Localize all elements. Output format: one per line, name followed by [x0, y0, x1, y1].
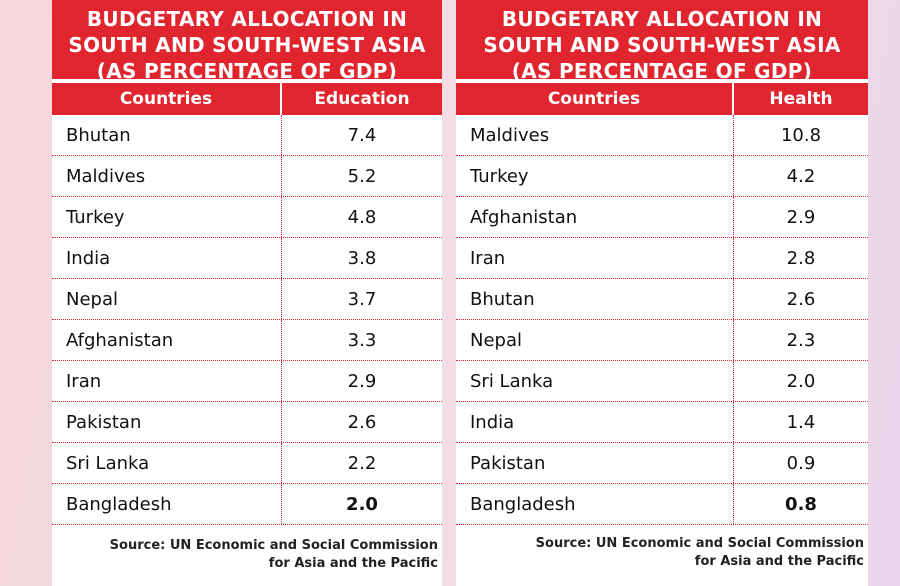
- table-row: Sri Lanka 2.2: [52, 443, 442, 484]
- column-header-education: Education: [282, 83, 442, 115]
- table-row: Iran 2.8: [456, 238, 868, 279]
- table-row-highlighted: Bangladesh 0.8: [456, 484, 868, 525]
- value-cell: 2.8: [786, 247, 816, 269]
- value-cell-bold: 2.0: [346, 493, 378, 515]
- value-cell: 3.7: [347, 288, 377, 310]
- country-cell: Iran: [456, 238, 734, 278]
- country-cell: Nepal: [52, 279, 282, 319]
- value-cell: 2.6: [786, 288, 816, 310]
- country-cell: India: [52, 238, 282, 278]
- education-table-panel: BUDGETARY ALLOCATION IN SOUTH AND SOUTH-…: [52, 0, 442, 586]
- table-row: India 3.8: [52, 238, 442, 279]
- table-row: Pakistan 2.6: [52, 402, 442, 443]
- table-row-highlighted: Bangladesh 2.0: [52, 484, 442, 525]
- value-cell-bold: 0.8: [785, 493, 817, 515]
- table-row: India 1.4: [456, 402, 868, 443]
- value-cell: 2.0: [786, 370, 816, 392]
- table-row: Maldives 5.2: [52, 156, 442, 197]
- country-cell: Bhutan: [52, 115, 282, 155]
- country-cell: Afghanistan: [52, 320, 282, 360]
- country-cell: Pakistan: [52, 402, 282, 442]
- table-header-row: Countries Health: [456, 83, 868, 115]
- country-cell: India: [456, 402, 734, 442]
- value-cell: 1.4: [786, 411, 816, 433]
- country-cell: Nepal: [456, 320, 734, 360]
- table-row: Afghanistan 3.3: [52, 320, 442, 361]
- country-cell: Sri Lanka: [52, 443, 282, 483]
- value-cell: 5.2: [347, 165, 377, 187]
- column-header-countries: Countries: [456, 83, 734, 115]
- table-row: Nepal 3.7: [52, 279, 442, 320]
- education-table: Countries Education Bhutan 7.4 Maldives …: [52, 83, 442, 525]
- table-title: BUDGETARY ALLOCATION IN SOUTH AND SOUTH-…: [52, 0, 442, 83]
- country-cell: Pakistan: [456, 443, 734, 483]
- value-cell: 2.2: [347, 452, 377, 474]
- table-row: Maldives 10.8: [456, 115, 868, 156]
- value-cell: 4.8: [347, 206, 377, 228]
- table-row: Iran 2.9: [52, 361, 442, 402]
- table-row: Bhutan 7.4: [52, 115, 442, 156]
- table-row: Sri Lanka 2.0: [456, 361, 868, 402]
- value-cell: 2.9: [347, 370, 377, 392]
- column-header-health: Health: [734, 83, 868, 115]
- value-cell: 7.4: [347, 124, 377, 146]
- country-cell: Bangladesh: [456, 484, 734, 524]
- source-note: Source: UN Economic and Social Commissio…: [109, 538, 438, 571]
- health-table: Countries Health Maldives 10.8 Turkey 4.…: [456, 83, 868, 525]
- country-cell: Maldives: [52, 156, 282, 196]
- country-cell: Bhutan: [456, 279, 734, 319]
- country-cell: Maldives: [456, 115, 734, 155]
- value-cell: 0.9: [786, 452, 816, 474]
- value-cell: 3.8: [347, 247, 377, 269]
- table-header-row: Countries Education: [52, 83, 442, 115]
- country-cell: Iran: [52, 361, 282, 401]
- table-row: Turkey 4.2: [456, 156, 868, 197]
- value-cell: 2.3: [786, 329, 816, 351]
- country-cell: Bangladesh: [52, 484, 282, 524]
- column-header-countries: Countries: [52, 83, 282, 115]
- country-cell: Sri Lanka: [456, 361, 734, 401]
- table-row: Bhutan 2.6: [456, 279, 868, 320]
- table-title: BUDGETARY ALLOCATION IN SOUTH AND SOUTH-…: [456, 0, 868, 83]
- country-cell: Turkey: [456, 156, 734, 196]
- value-cell: 4.2: [786, 165, 816, 187]
- table-row: Turkey 4.8: [52, 197, 442, 238]
- table-row: Nepal 2.3: [456, 320, 868, 361]
- value-cell: 2.6: [347, 411, 377, 433]
- table-row: Afghanistan 2.9: [456, 197, 868, 238]
- table-row: Pakistan 0.9: [456, 443, 868, 484]
- value-cell: 10.8: [780, 124, 822, 146]
- country-cell: Afghanistan: [456, 197, 734, 237]
- health-table-panel: BUDGETARY ALLOCATION IN SOUTH AND SOUTH-…: [456, 0, 868, 586]
- source-note: Source: UN Economic and Social Commissio…: [535, 536, 864, 569]
- country-cell: Turkey: [52, 197, 282, 237]
- value-cell: 2.9: [786, 206, 816, 228]
- value-cell: 3.3: [347, 329, 377, 351]
